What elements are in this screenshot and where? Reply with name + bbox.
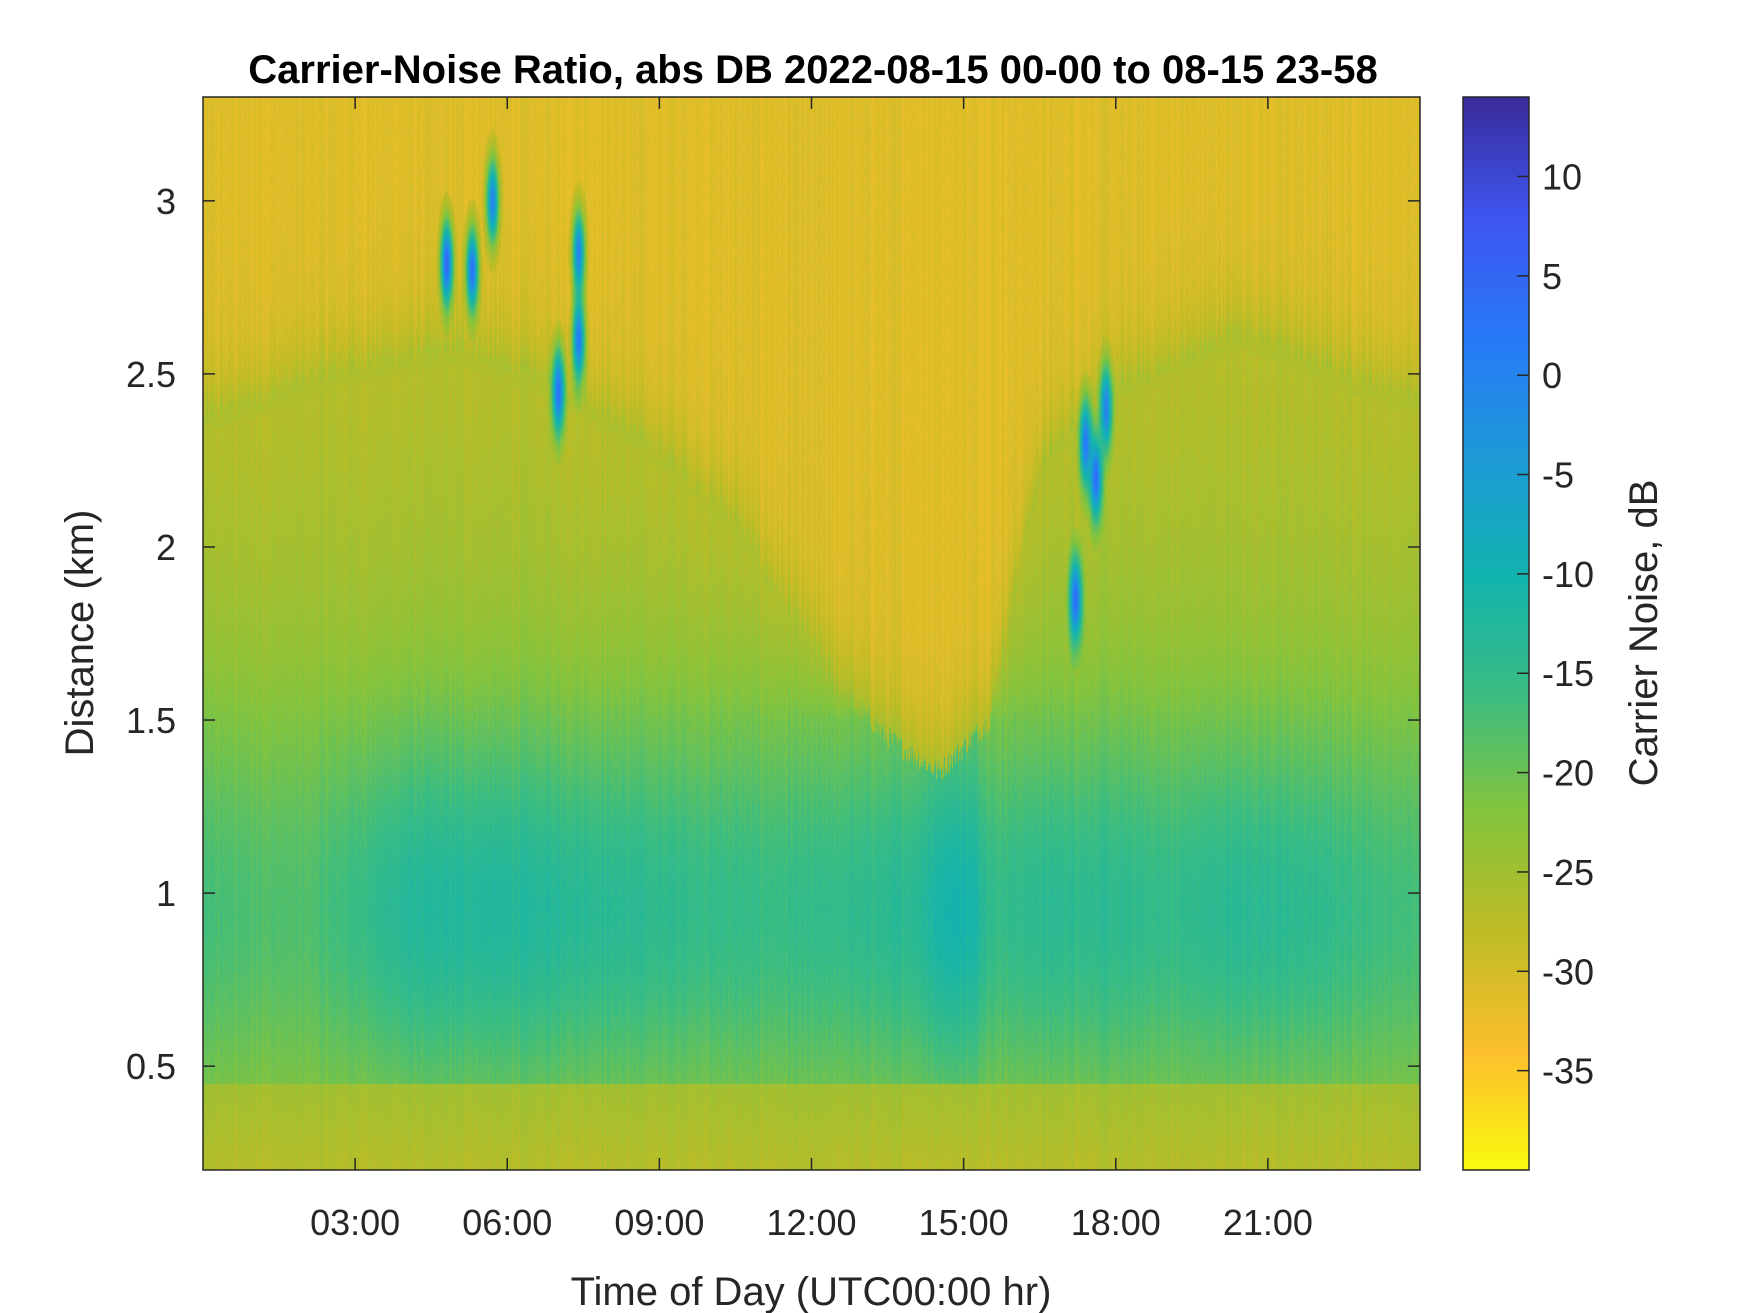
colorbar-tick-label: 10	[1542, 156, 1582, 197]
x-axis: 03:00 06:00 09:00 12:00 15:00 18:00 21:00	[310, 97, 1313, 1243]
y-axis: 0.5 1 1.5 2 2.5 3	[126, 181, 1420, 1087]
y-tick-label: 2.5	[126, 354, 176, 395]
colorbar-canvas	[1463, 97, 1529, 1170]
colorbar-tick-label: 0	[1542, 355, 1562, 396]
colorbar-tick-label: 5	[1542, 256, 1562, 297]
y-tick-label: 2	[156, 527, 176, 568]
colorbar-tick-label: -35	[1542, 1051, 1594, 1092]
y-tick-label: 0.5	[126, 1046, 176, 1087]
colorbar-tick-label: -25	[1542, 852, 1594, 893]
x-tick-label: 03:00	[310, 1202, 400, 1243]
colorbar-tick-label: -5	[1542, 455, 1574, 496]
chart-title: Carrier-Noise Ratio, abs DB 2022-08-15 0…	[248, 48, 1377, 92]
heatmap-area	[203, 97, 1420, 1170]
colorbar-area	[1463, 97, 1529, 1170]
y-axis-label: Distance (km)	[58, 510, 102, 757]
x-tick-label: 15:00	[919, 1202, 1009, 1243]
x-tick-label: 21:00	[1223, 1202, 1313, 1243]
colorbar-tick-label: -15	[1542, 653, 1594, 694]
y-tick-label: 3	[156, 181, 176, 222]
colorbar-tick-label: -30	[1542, 951, 1594, 992]
y-tick-label: 1.5	[126, 700, 176, 741]
colorbar-tick-label: -20	[1542, 753, 1594, 794]
x-axis-label: Time of Day (UTC00:00 hr)	[571, 1270, 1052, 1313]
x-tick-label: 12:00	[766, 1202, 856, 1243]
y-tick-label: 1	[156, 873, 176, 914]
colorbar-axis: 10 5 0 -5 -10 -15 -20 -25 -30 -35	[1517, 156, 1594, 1092]
colorbar-frame	[1462, 96, 1530, 1171]
x-tick-label: 09:00	[614, 1202, 704, 1243]
colorbar-tick-label: -10	[1542, 554, 1594, 595]
colorbar-label: Carrier Noise, dB	[1622, 480, 1666, 787]
x-tick-label: 06:00	[462, 1202, 552, 1243]
heatmap-canvas	[203, 97, 1420, 1170]
x-tick-label: 18:00	[1071, 1202, 1161, 1243]
